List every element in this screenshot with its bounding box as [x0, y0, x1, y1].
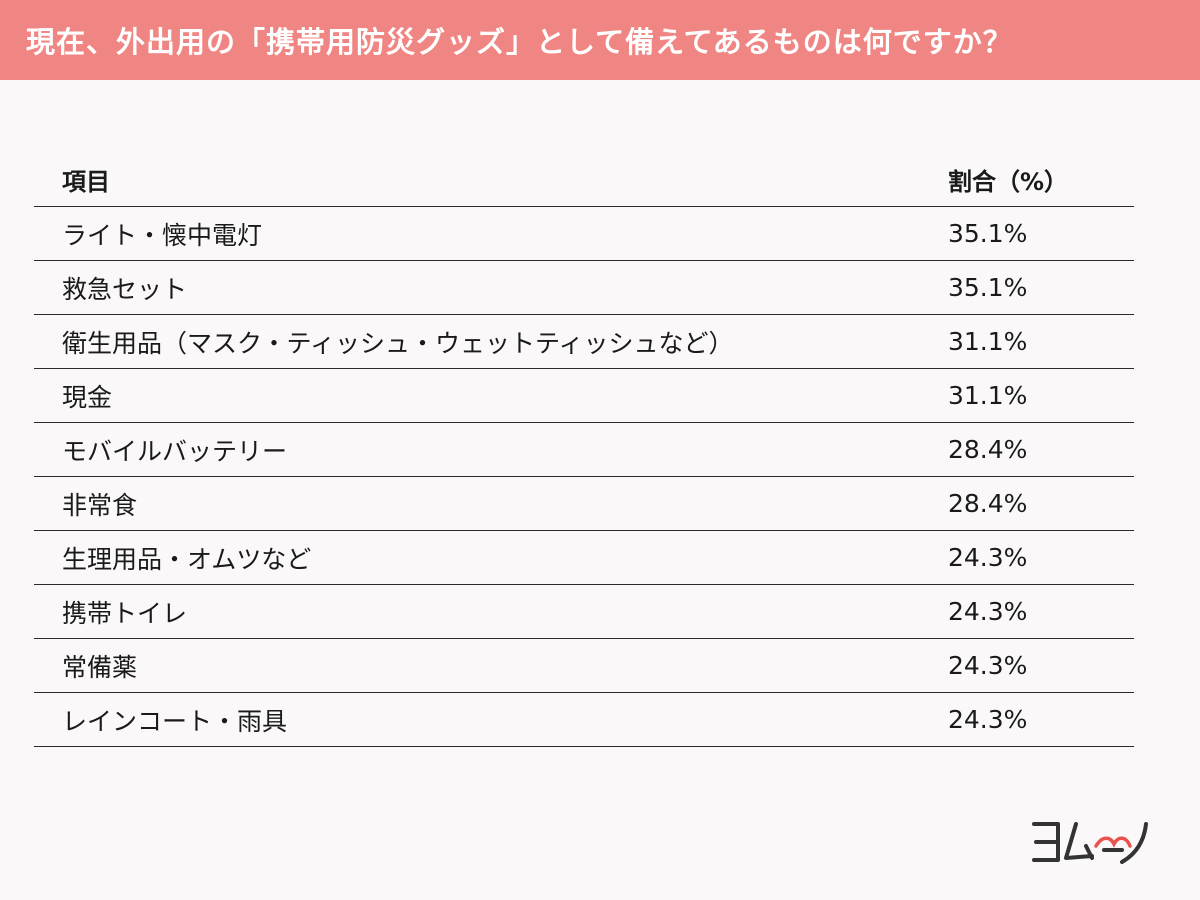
row-item-label: 衛生用品（マスク・ティッシュ・ウェットティッシュなど）: [62, 328, 734, 358]
page-title: 現在、外出用の「携帯用防災グッズ」として備えてあるものは何ですか？: [26, 25, 1013, 59]
row-item-label: モバイルバッテリー: [62, 436, 288, 466]
row-item-value: 24.3%: [948, 651, 1028, 680]
table-row: 救急セット 35.1%: [34, 261, 1134, 315]
row-item-label: 生理用品・オムツなど: [62, 544, 312, 574]
table-row: 非常食 28.4%: [34, 477, 1134, 531]
row-item-value: 24.3%: [948, 543, 1028, 572]
row-item-label: 常備薬: [62, 652, 138, 682]
table-row: 携帯トイレ 24.3%: [34, 585, 1134, 639]
row-item-label: 救急セット: [62, 274, 188, 304]
row-item-label: 携帯トイレ: [62, 598, 188, 628]
table-row: 衛生用品（マスク・ティッシュ・ウェットティッシュなど） 31.1%: [34, 315, 1134, 369]
table-row: 現金 31.1%: [34, 369, 1134, 423]
row-item-label: レインコート・雨具: [62, 706, 288, 736]
table-row: レインコート・雨具 24.3%: [34, 693, 1134, 747]
row-item-value: 24.3%: [948, 597, 1028, 626]
row-item-value: 28.4%: [948, 435, 1028, 464]
row-item-value: 28.4%: [948, 489, 1028, 518]
table-row: 生理用品・オムツなど 24.3%: [34, 531, 1134, 585]
yomuno-logo: [1032, 822, 1148, 864]
row-item-label: ライト・懐中電灯: [62, 220, 263, 250]
table-header-row: 項目 割合（%）: [34, 152, 1134, 207]
row-item-label: 非常食: [62, 490, 138, 520]
row-item-value: 35.1%: [948, 273, 1028, 302]
data-table: 項目 割合（%） ライト・懐中電灯 35.1% 救急セット 35.1% 衛生用品…: [34, 152, 1134, 747]
header-bar: 現在、外出用の「携帯用防災グッズ」として備えてあるものは何ですか？: [0, 0, 1200, 80]
row-item-value: 24.3%: [948, 705, 1028, 734]
row-item-value: 35.1%: [948, 219, 1028, 248]
row-item-value: 31.1%: [948, 327, 1028, 356]
column-header-item: 項目: [62, 167, 110, 196]
row-item-value: 31.1%: [948, 381, 1028, 410]
row-item-label: 現金: [62, 382, 113, 412]
table-row: 常備薬 24.3%: [34, 639, 1134, 693]
table-row: モバイルバッテリー 28.4%: [34, 423, 1134, 477]
column-header-value: 割合（%）: [948, 167, 1069, 196]
table-row: ライト・懐中電灯 35.1%: [34, 207, 1134, 261]
